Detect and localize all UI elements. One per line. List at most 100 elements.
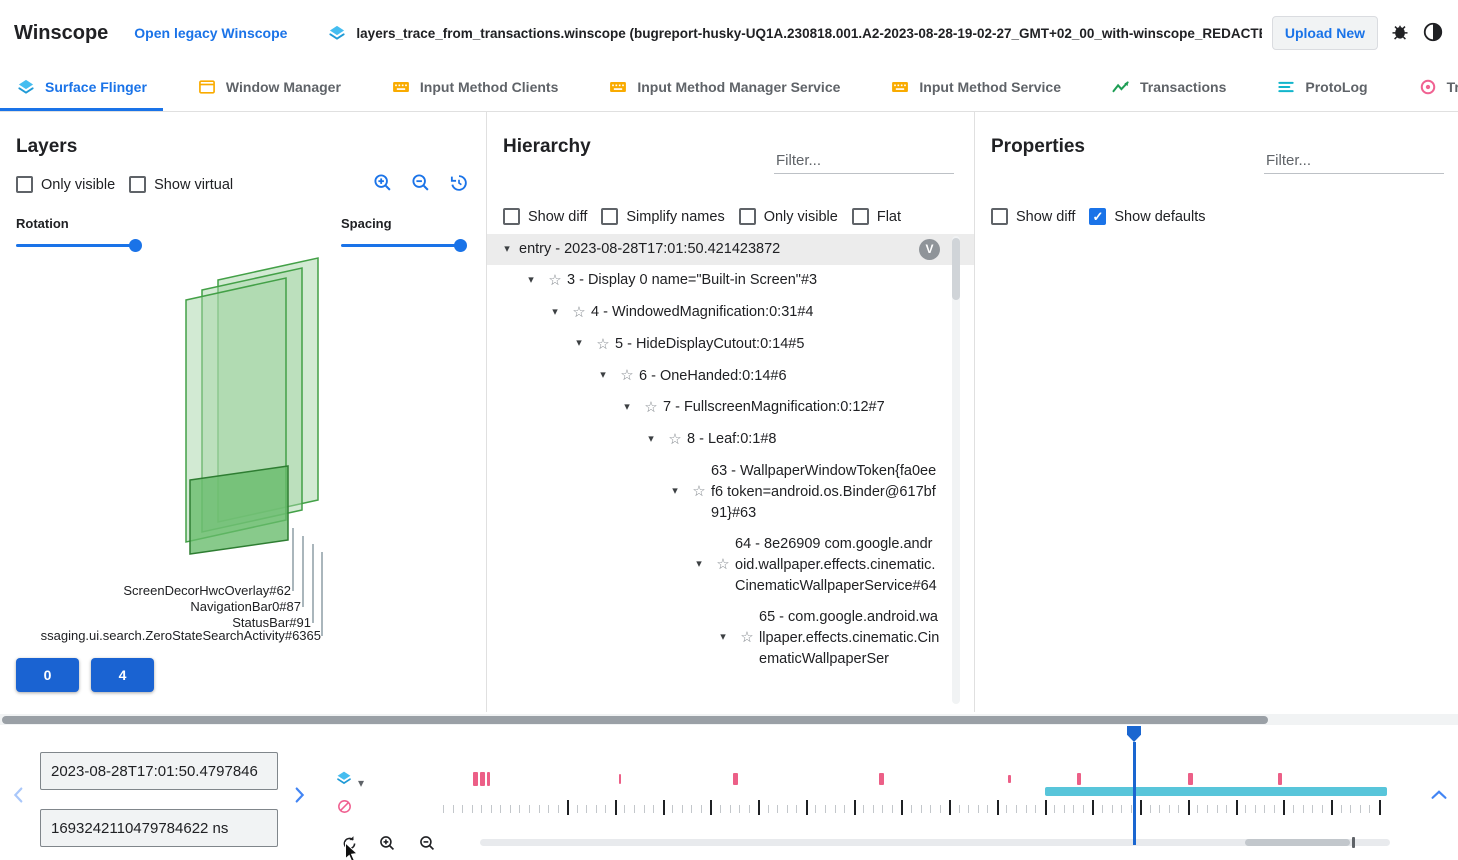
pin-star-icon[interactable]: ☆ (596, 335, 610, 353)
upload-new-button[interactable]: Upload New (1271, 16, 1378, 50)
layer-id-button[interactable]: 0 (16, 658, 79, 692)
event-marker[interactable] (1278, 773, 1282, 785)
transactions-trace-icon[interactable] (336, 798, 353, 815)
timeline-tracks[interactable] (440, 768, 1390, 828)
report-bug-button[interactable] (1390, 22, 1410, 45)
spacing-slider-thumb[interactable] (454, 238, 467, 252)
event-marker[interactable] (480, 772, 485, 786)
prev-entry-button[interactable] (8, 784, 30, 809)
event-marker[interactable] (1077, 773, 1081, 785)
event-marker[interactable] (733, 773, 738, 785)
timestamp-human-field[interactable]: 2023-08-28T17:01:50.4797846 (40, 752, 278, 790)
ruler-tick (996, 800, 999, 815)
timeline-zoom-out-button[interactable] (418, 834, 437, 856)
surface-flinger-trace-icon[interactable] (335, 769, 353, 787)
properties-filter-input[interactable] (1264, 148, 1444, 174)
hierarchy-scrollbar-thumb[interactable] (952, 238, 960, 300)
expand-arrow-icon[interactable]: ▾ (576, 337, 582, 350)
timestamp-ns-field[interactable]: 1693242110479784622 ns (40, 809, 278, 847)
tab-surface-flinger[interactable]: Surface Flinger (0, 66, 163, 111)
tree-node[interactable]: ▾ ☆ 8 - Leaf:0:1#8 (487, 424, 974, 456)
spacing-slider[interactable] (341, 238, 467, 252)
pin-star-icon[interactable]: ☆ (668, 430, 682, 448)
checkbox-show-virtual[interactable]: Show virtual (129, 176, 233, 193)
reset-view-button[interactable] (448, 172, 470, 197)
ruler-tick (519, 805, 521, 813)
tab-window-manager[interactable]: Window Manager (181, 66, 357, 111)
event-marker[interactable] (619, 774, 621, 784)
checkbox-show-defaults[interactable]: ✓ Show defaults (1089, 208, 1205, 225)
tab-input-method-clients[interactable]: Input Method Clients (375, 66, 574, 111)
checkbox-only-visible[interactable]: Only visible (738, 208, 838, 225)
ruler-tick (1369, 805, 1371, 813)
tree-node[interactable]: ▾ ☆ 4 - WindowedMagnification:0:31#4 (487, 297, 974, 329)
timeline-ruler[interactable] (440, 800, 1390, 816)
hierarchy-filter-input[interactable] (774, 148, 954, 174)
checkbox-flat[interactable]: Flat (851, 208, 901, 225)
tree-node[interactable]: ▾ entry - 2023-08-28T17:01:50.421423872 V (487, 234, 974, 266)
tree-node[interactable]: ▾ ☆ 5 - HideDisplayCutout:0:14#5 (487, 329, 974, 361)
range-slider-thumb[interactable] (1245, 839, 1350, 846)
timeline-zoom-in-button[interactable] (378, 834, 397, 856)
timeline-cursor-handle[interactable] (1127, 726, 1141, 742)
zoom-out-button[interactable] (410, 172, 432, 197)
tree-node[interactable]: ▾ ☆ 63 - WallpaperWindowToken{fa0eef6 toke… (487, 456, 974, 529)
event-marker[interactable] (487, 772, 490, 786)
horizontal-scrollbar[interactable] (0, 714, 1458, 725)
open-legacy-link[interactable]: Open legacy Winscope (134, 25, 288, 41)
ruler-tick (796, 805, 798, 813)
checkbox-show-diff[interactable]: Show diff (991, 208, 1075, 225)
zoom-in-button[interactable] (372, 172, 394, 197)
event-marker[interactable] (1008, 775, 1011, 783)
pin-star-icon[interactable]: ☆ (548, 272, 562, 290)
rotation-slider-thumb[interactable] (129, 238, 142, 252)
expand-arrow-icon[interactable]: ▾ (648, 432, 654, 445)
tree-node[interactable]: ▾ ☆ 65 - com.google.android.wallpaper.effe… (487, 602, 974, 675)
surface-flinger-range-bar[interactable] (1045, 787, 1387, 796)
tab-tr[interactable]: Tr (1402, 66, 1458, 111)
tree-node[interactable]: ▾ ☆ 6 - OneHanded:0:14#6 (487, 360, 974, 392)
event-marker[interactable] (1188, 773, 1193, 785)
tree-node[interactable]: ▾ ☆ 7 - FullscreenMagnification:0:12#7 (487, 392, 974, 424)
event-marker[interactable] (473, 772, 478, 786)
tab-protolog[interactable]: ProtoLog (1260, 66, 1383, 111)
leader-lines (292, 528, 323, 636)
tree-node[interactable]: ▾ ☆ 64 - 8e26909 com.google.android.wallpa… (487, 529, 974, 602)
checkbox-show-diff[interactable]: Show diff (503, 208, 587, 225)
layers-3d-view[interactable]: ScreenDecorHwcOverlay#62 NavigationBar0#… (0, 250, 487, 660)
expand-arrow-icon[interactable]: ▾ (624, 400, 630, 413)
expand-arrow-icon[interactable]: ▾ (528, 273, 534, 286)
rotation-slider[interactable] (16, 238, 142, 252)
trace-dropdown-caret[interactable]: ▾ (358, 776, 365, 790)
reset-zoom-button[interactable] (340, 834, 359, 856)
tab-label: Input Method Service (919, 79, 1061, 95)
event-marker[interactable] (879, 773, 884, 785)
expand-arrow-icon[interactable]: ▾ (600, 369, 606, 382)
checkbox-simplify-names[interactable]: Simplify names (601, 208, 725, 225)
pin-star-icon[interactable]: ☆ (716, 556, 730, 574)
pin-star-icon[interactable]: ☆ (692, 483, 706, 501)
expand-arrow-icon[interactable]: ▾ (672, 485, 678, 498)
timeline-range-slider[interactable] (480, 837, 1390, 848)
tab-transactions[interactable]: Transactions (1095, 66, 1242, 111)
dark-mode-toggle[interactable] (1422, 21, 1444, 46)
expand-arrow-icon[interactable]: ▾ (696, 558, 702, 571)
expand-arrow-icon[interactable]: ▾ (552, 305, 558, 318)
pin-star-icon[interactable]: ☆ (620, 367, 634, 385)
pin-star-icon[interactable]: ☆ (740, 629, 754, 647)
horizontal-scrollbar-thumb[interactable] (2, 715, 1268, 724)
layer-id-button[interactable]: 4 (91, 658, 154, 692)
ruler-tick (643, 805, 645, 813)
hierarchy-scrollbar[interactable] (952, 236, 960, 704)
ruler-tick (691, 805, 693, 813)
next-entry-button[interactable] (288, 784, 310, 809)
pin-star-icon[interactable]: ☆ (644, 399, 658, 417)
checkbox-only-visible[interactable]: Only visible (16, 176, 115, 193)
tree-node[interactable]: ▾ ☆ 3 - Display 0 name="Built-in Screen"#3 (487, 265, 974, 297)
collapse-timeline-button[interactable] (1428, 784, 1450, 809)
tab-input-method-manager-service[interactable]: Input Method Manager Service (592, 66, 856, 111)
tab-input-method-service[interactable]: Input Method Service (874, 66, 1077, 111)
expand-arrow-icon[interactable]: ▾ (504, 242, 510, 255)
expand-arrow-icon[interactable]: ▾ (720, 631, 726, 644)
pin-star-icon[interactable]: ☆ (572, 303, 586, 321)
